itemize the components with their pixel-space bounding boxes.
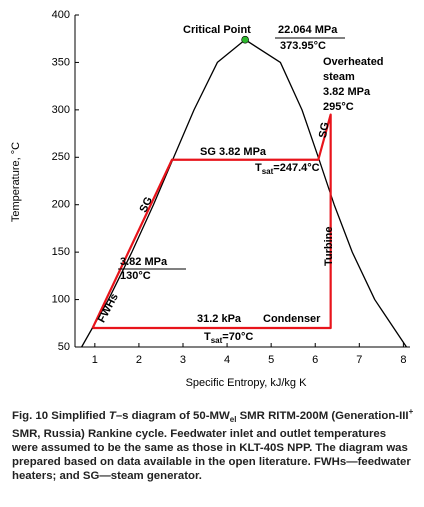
x-axis-label: Specific Entropy, kJ/kg K	[186, 377, 308, 389]
y-tick-label: 200	[52, 199, 70, 211]
annotation: 373.95°C	[280, 40, 326, 52]
annotation: steam	[323, 71, 355, 83]
annotation: SG	[317, 121, 332, 139]
annotation: Tsat=247.4°C	[255, 162, 320, 176]
caption-text: Fig. 10 Simplified	[12, 409, 109, 422]
chart: Specific Entropy, kJ/kg K Temperature, °…	[10, 9, 410, 389]
annotation-part: =247.4°C	[273, 162, 319, 174]
annotation: 130°C	[120, 270, 151, 282]
caption-text: SMR, Russia) Rankine cycle. Feedwater in…	[12, 428, 411, 483]
caption-text: +	[408, 407, 414, 416]
annotation: Condenser	[263, 313, 321, 325]
caption-text: –s diagram of 50-MW	[115, 409, 230, 422]
annotation: FWHs	[96, 292, 121, 325]
x-tick-label: 6	[312, 354, 318, 366]
caption-text: SMR RITM-200M (Generation-III	[236, 409, 409, 422]
y-axis-label: Temperature, °C	[10, 142, 22, 222]
annotation: Critical Point	[183, 24, 251, 36]
caption-text: T	[108, 409, 116, 422]
y-tick-label: 150	[52, 246, 70, 258]
x-tick-label: 5	[268, 354, 274, 366]
annotation: SG	[137, 195, 155, 214]
x-tick-label: 3	[180, 354, 186, 366]
y-tick-label: 100	[52, 293, 70, 305]
annotation: Overheated	[323, 56, 384, 68]
x-tick-label: 7	[356, 354, 362, 366]
y-tick-label: 50	[58, 341, 70, 353]
critical-point	[241, 35, 249, 44]
annotation-part: sat	[262, 167, 274, 176]
annotation: Turbine	[323, 226, 335, 266]
annotation: 3.82 MPa	[120, 256, 168, 268]
annotation: 31.2 kPa	[197, 313, 242, 325]
caption-text: el	[229, 415, 237, 425]
annotation: SG 3.82 MPa	[200, 146, 267, 158]
x-tick-label: 1	[92, 354, 98, 366]
annotation-part: T	[204, 331, 211, 343]
y-tick-label: 250	[52, 151, 70, 163]
y-tick-label: 400	[52, 9, 70, 21]
annotation: 22.064 MPa	[278, 24, 338, 36]
annotation: 295°C	[323, 101, 354, 113]
x-tick-label: 2	[136, 354, 142, 366]
annotation: 3.82 MPa	[323, 86, 371, 98]
y-tick-label: 300	[52, 104, 70, 116]
caption: Fig. 10 Simplified T–s diagram of 50-MWe…	[12, 405, 414, 483]
annotation: Tsat=70°C	[204, 331, 253, 345]
annotation-part: =70°C	[222, 331, 253, 343]
x-tick-label: 8	[400, 354, 406, 366]
annotation-part: T	[255, 162, 262, 174]
y-tick-label: 350	[52, 56, 70, 68]
line	[91, 113, 332, 330]
x-tick-label: 4	[224, 354, 230, 366]
annotation-part: sat	[211, 336, 223, 345]
